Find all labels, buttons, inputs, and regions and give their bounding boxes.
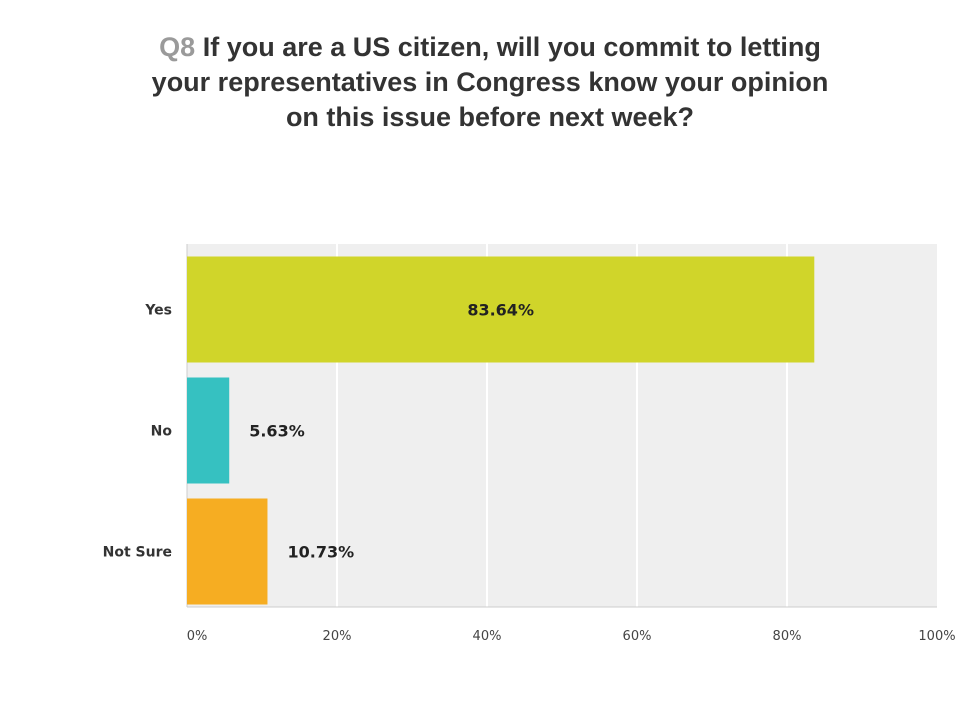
chart-title: Q8 If you are a US citizen, will you com… xyxy=(140,30,840,135)
category-label: Yes xyxy=(144,303,172,319)
x-tick-label: 60% xyxy=(623,629,652,644)
value-label: 5.63% xyxy=(249,422,305,441)
x-tick-label: 0% xyxy=(187,629,208,644)
x-tick-label: 20% xyxy=(323,629,352,644)
value-label: 83.64% xyxy=(467,301,534,320)
category-label: Not Sure xyxy=(103,545,172,561)
bar-no xyxy=(187,377,230,484)
x-tick-label: 80% xyxy=(773,629,802,644)
x-tick-label: 100% xyxy=(918,629,955,644)
question-number: Q8 xyxy=(159,32,196,62)
bar-yes xyxy=(187,256,815,363)
x-tick-label: 40% xyxy=(473,629,502,644)
value-label: 10.73% xyxy=(287,543,354,562)
bar-not-sure xyxy=(187,498,268,605)
category-label: No xyxy=(151,424,173,440)
question-text: If you are a US citizen, will you commit… xyxy=(151,32,829,132)
